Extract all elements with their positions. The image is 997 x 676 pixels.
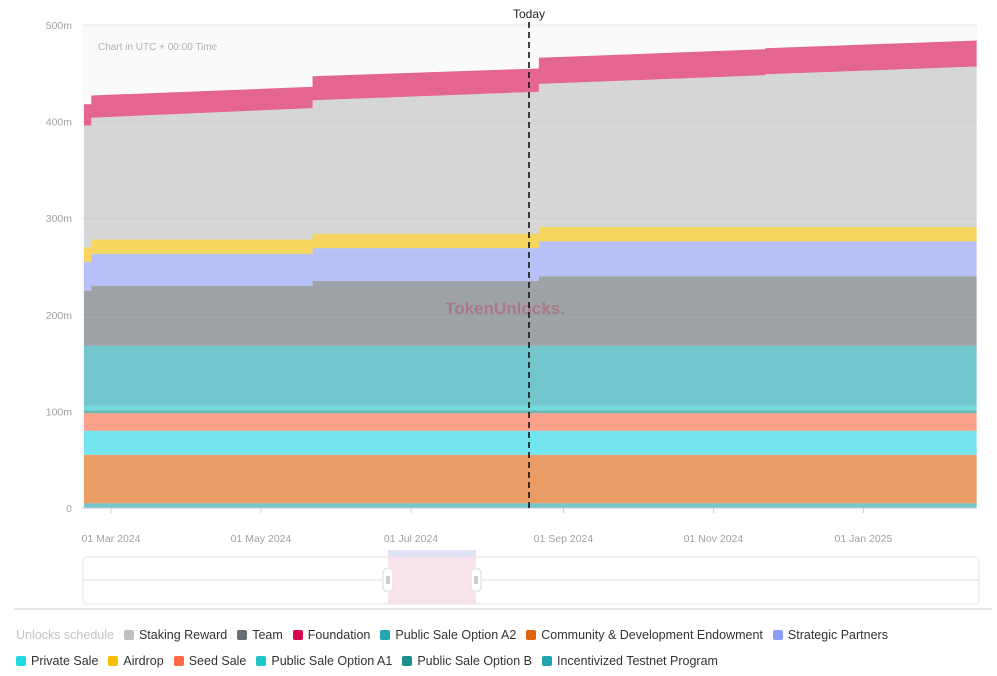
legend-swatch (292, 630, 303, 640)
divider (14, 608, 992, 610)
navigator-scrollbar[interactable] (388, 550, 476, 557)
legend-swatch (16, 656, 26, 666)
x-tick-label: 01 Mar 2024 (82, 533, 141, 545)
x-tick-label: 01 May 2024 (231, 533, 292, 545)
legend-label: Seed Sale (188, 654, 247, 668)
area-seed-sale (84, 413, 977, 431)
y-tick-label: 400m (46, 117, 73, 129)
legend-label: Community & Development Endowment (541, 628, 763, 642)
legend-swatch (772, 630, 783, 640)
legend-swatch (402, 656, 413, 666)
legend-item-strategic-partners[interactable]: Strategic Partners (772, 628, 888, 642)
legend-label: Foundation (307, 628, 371, 642)
legend-swatch (380, 630, 391, 640)
area-staking-reward (84, 66, 977, 248)
area-public-sale-option-a2 (84, 345, 977, 406)
navigator-selection[interactable] (388, 557, 476, 604)
area-airdrop (84, 226, 977, 262)
legend-label: Public Sale Option A1 (271, 654, 393, 668)
area-private-sale (84, 430, 977, 455)
legend-label: Private Sale (31, 654, 99, 668)
legend-item-team[interactable]: Team (237, 628, 283, 642)
legend-label: Public Sale Option B (417, 654, 532, 668)
legend-item-airdrop[interactable]: Airdrop (108, 654, 164, 668)
area-community-development-endowment (84, 454, 977, 504)
navigator-left-handle[interactable] (382, 567, 394, 593)
area-public-sale-option-a1 (84, 405, 977, 411)
legend-item-public-sale-option-a1[interactable]: Public Sale Option A1 (256, 654, 392, 668)
legend-swatch (526, 630, 537, 640)
legend-swatch (108, 656, 119, 666)
legend-label: Strategic Partners (787, 628, 888, 642)
legend-label: Airdrop (123, 654, 164, 668)
chart-svg: 0 100m 200m 300m 400m 500m Chart in UTC + 00:0… (46, 7, 980, 605)
legend-item-incentivized-testnet-program[interactable]: Incentivized Testnet Program (541, 654, 718, 668)
area-public-sale-option-b (84, 410, 977, 414)
legend-swatch (541, 656, 552, 666)
x-tick-label: 01 Nov 2024 (684, 533, 744, 545)
area-incentivized-testnet-program (84, 503, 977, 508)
legend-item-community-development-endowment[interactable]: Community & Development Endowment (526, 628, 763, 642)
x-tick-label: 01 Jul 2024 (384, 533, 438, 545)
legend-item-public-sale-option-a2[interactable]: Public Sale Option A2 (380, 628, 516, 642)
area-team (84, 276, 977, 346)
legend-item-private-sale[interactable]: Private Sale (16, 654, 98, 668)
legend-item-foundation[interactable]: Foundation (292, 628, 371, 642)
y-tick-label: 0 (66, 503, 72, 515)
legend-item-public-sale-option-b[interactable]: Public Sale Option B (402, 654, 532, 668)
today-label: Today (513, 7, 545, 21)
y-tick-label: 500m (46, 20, 73, 32)
legend-item-staking-reward[interactable]: Staking Reward (123, 628, 228, 642)
watermark-logo: TokenUnlocks. (445, 299, 565, 318)
chart-timezone-note: Chart in UTC + 00:00 Time (98, 42, 218, 53)
area-foundation (84, 40, 977, 126)
legend-title: Unlocks schedule (16, 628, 114, 642)
legend-label: Public Sale Option A2 (395, 628, 517, 642)
y-tick-label: 300m (46, 213, 73, 225)
legend-row-2: Private Sale Airdrop Seed Sale Public Sale … (16, 654, 728, 668)
y-tick-label: 200m (46, 310, 73, 322)
legend-item-seed-sale[interactable]: Seed Sale (173, 654, 247, 668)
area-strategic-partners (84, 241, 977, 291)
legend-label: Team (252, 628, 283, 642)
y-tick-label: 100m (46, 406, 73, 418)
x-tick-label: 01 Sep 2024 (534, 533, 594, 545)
legend-swatch (173, 656, 184, 666)
x-tick-label: 01 Jan 2025 (835, 533, 893, 545)
legend-label: Incentivized Testnet Program (556, 654, 718, 668)
legend-label: Staking Reward (138, 628, 228, 642)
legend-swatch (256, 656, 267, 666)
legend-swatch (123, 630, 134, 640)
legend-row-1: Unlocks schedule Staking Reward Team Found… (16, 628, 898, 642)
legend-swatch (237, 630, 248, 640)
navigator-right-handle[interactable] (470, 567, 482, 593)
